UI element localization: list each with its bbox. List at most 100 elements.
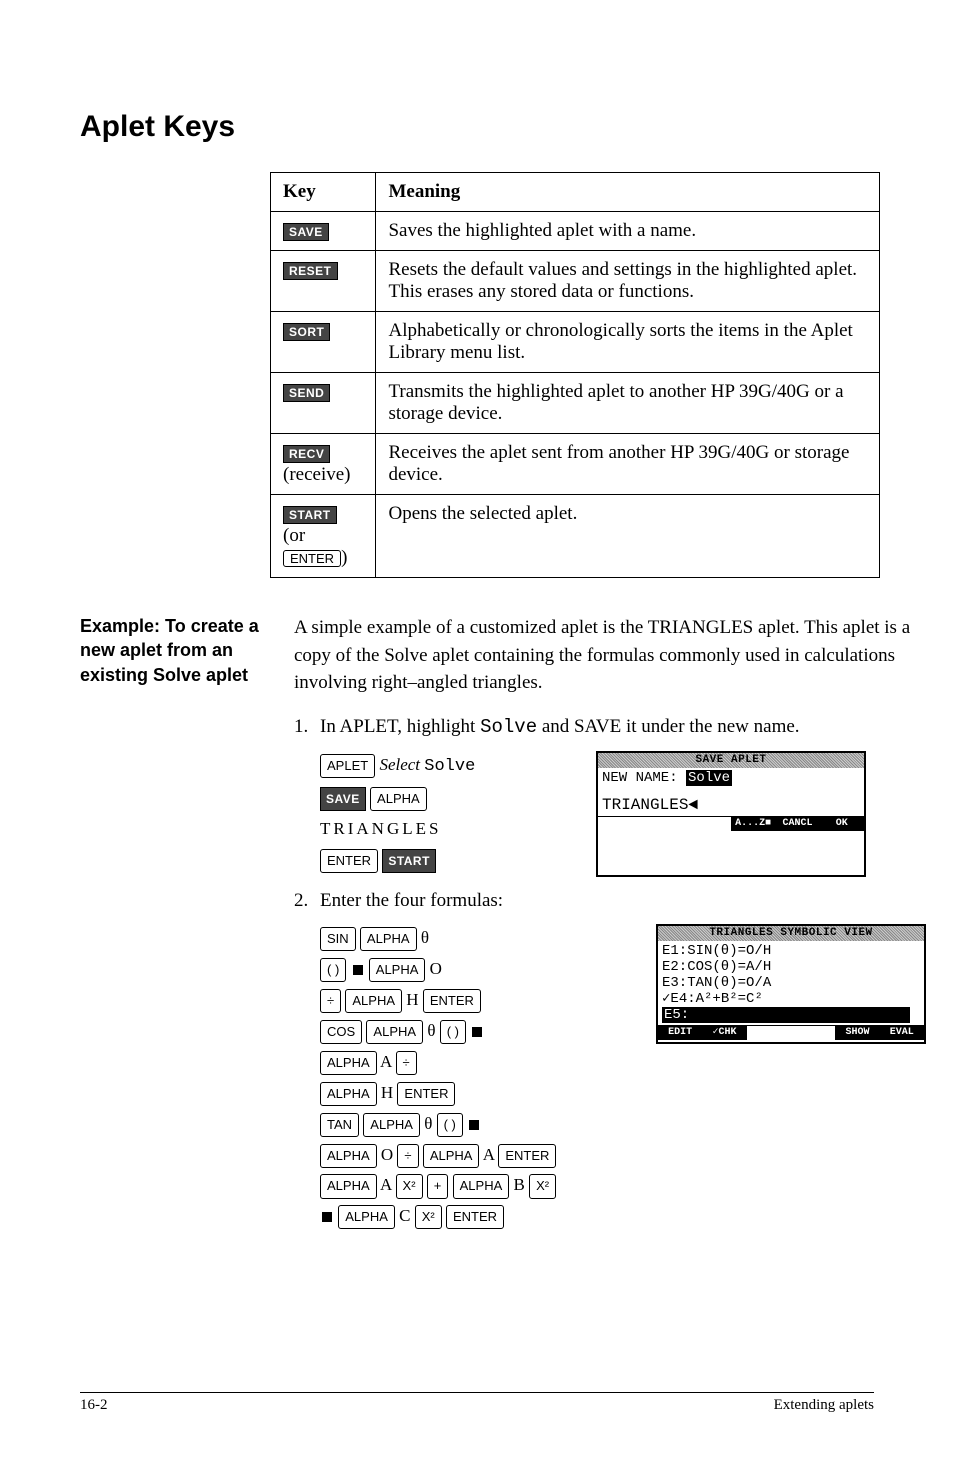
col-meaning: Meaning <box>376 173 880 212</box>
example-intro: A simple example of a customized aplet i… <box>294 614 926 697</box>
step1-mono: Solve <box>480 716 537 738</box>
lcd2-e5: E5: <box>662 1007 910 1023</box>
lcd1-newname-val: Solve <box>686 770 732 786</box>
step1-keys: APLET Select Solve SAVE ALPHA TRIANGLES … <box>320 751 580 877</box>
alpha-hardkey: ALPHA <box>363 1113 420 1137</box>
tan-hardkey: TAN <box>320 1113 359 1137</box>
A-char: A <box>380 1052 391 1071</box>
meaning-cell: Alphabetically or chronologically sorts … <box>376 312 880 373</box>
meaning-cell: Receives the aplet sent from another HP … <box>376 434 880 495</box>
col-key: Key <box>271 173 376 212</box>
footer-right: Extending aplets <box>774 1397 874 1414</box>
A-char: A <box>483 1145 494 1164</box>
table-row: RECV (receive) Receives the aplet sent f… <box>271 434 880 495</box>
select-label: Select <box>379 755 420 774</box>
div-hardkey: ÷ <box>397 1144 418 1168</box>
A-char: A <box>380 1175 391 1194</box>
start-extra-prefix: (or <box>283 525 305 546</box>
solve-mono: Solve <box>424 757 475 776</box>
step-num: 2. <box>294 887 320 1233</box>
x2-hardkey: X² <box>529 1174 556 1198</box>
theta-char: θ <box>421 928 429 947</box>
enter-hardkey: ENTER <box>498 1144 556 1168</box>
lcd2-title: TRIANGLES SYMBOLIC VIEW <box>658 926 924 941</box>
step2-keys: SIN ALPHA θ ( ) ALPHA O ÷ <box>320 924 640 1233</box>
lcd1-triangles-line: TRIANGLES◄ <box>602 796 860 814</box>
H-char: H <box>406 990 418 1009</box>
meaning-cell: Transmits the highlighted aplet to anoth… <box>376 373 880 434</box>
alpha-hardkey: ALPHA <box>320 1174 377 1198</box>
step-2: 2. Enter the four formulas: SIN ALPHA θ … <box>294 887 926 1233</box>
equals-icon <box>353 965 363 975</box>
alpha-hardkey: ALPHA <box>345 989 402 1013</box>
O-char: O <box>381 1145 393 1164</box>
enter-hardkey: ENTER <box>320 849 378 873</box>
B-char: B <box>514 1175 525 1194</box>
alpha-hardkey: ALPHA <box>320 1051 377 1075</box>
page-footer: 16-2 Extending aplets <box>80 1392 874 1414</box>
sort-softkey: SORT <box>283 323 330 341</box>
x2-hardkey: X² <box>396 1174 423 1198</box>
recv-extra: (receive) <box>283 464 351 485</box>
lcd1-title: SAVE APLET <box>598 753 864 768</box>
step1-text-a: In APLET, highlight <box>320 716 480 737</box>
x2-hardkey: X² <box>415 1205 442 1229</box>
start-softkey: START <box>382 849 436 873</box>
step2-text: Enter the four formulas: <box>320 887 926 915</box>
O-char: O <box>430 959 442 978</box>
lcd-screen-2: TRIANGLES SYMBOLIC VIEW E1:SIN(θ)=O/H E2… <box>656 924 926 1044</box>
start-softkey: START <box>283 506 337 524</box>
div-hardkey: ÷ <box>320 989 341 1013</box>
H-char: H <box>381 1083 393 1102</box>
C-char: C <box>399 1206 410 1225</box>
enter-hardkey: ENTER <box>446 1205 504 1229</box>
paren-hardkey: ( ) <box>320 958 346 982</box>
save-softkey: SAVE <box>320 787 366 811</box>
step-1: 1. In APLET, highlight Solve and SAVE it… <box>294 713 926 877</box>
div-hardkey: ÷ <box>396 1051 417 1075</box>
enter-hardkey: ENTER <box>397 1082 455 1106</box>
table-row: SEND Transmits the highlighted aplet to … <box>271 373 880 434</box>
recv-softkey: RECV <box>283 445 330 463</box>
lcd1-menu: A...Z■ CANCL OK <box>598 816 864 831</box>
lcd2-e1: E1:SIN(θ)=O/H <box>662 943 920 959</box>
aplet-keys-table: Key Meaning SAVE Saves the highlighted a… <box>270 172 880 578</box>
start-extra-suffix: ) <box>341 547 347 568</box>
step-num: 1. <box>294 713 320 877</box>
send-softkey: SEND <box>283 384 330 402</box>
alpha-hardkey: ALPHA <box>423 1144 480 1168</box>
lcd2-e3: E3:TAN(θ)=O/A <box>662 975 920 991</box>
lcd2-menu: EDIT ✓CHK SHOW EVAL <box>658 1025 924 1040</box>
lcd-screen-1: SAVE APLET NEW NAME: Solve TRIANGLES◄ <box>596 751 866 877</box>
example-heading: Example: To create a new aplet from an e… <box>80 614 270 687</box>
meaning-cell: Saves the highlighted aplet with a name. <box>376 212 880 251</box>
table-row: RESET Resets the default values and sett… <box>271 251 880 312</box>
aplet-hardkey: APLET <box>320 754 375 778</box>
step1-text-b: and SAVE it under the new name. <box>537 716 799 737</box>
enter-hardkey: ENTER <box>283 550 341 567</box>
theta-char: θ <box>427 1021 435 1040</box>
cos-hardkey: COS <box>320 1020 362 1044</box>
theta-char: θ <box>424 1114 432 1133</box>
page-title: Aplet Keys <box>80 110 874 144</box>
paren-hardkey: ( ) <box>440 1020 466 1044</box>
lcd1-newname-label: NEW NAME: <box>602 770 678 786</box>
alpha-hardkey: ALPHA <box>369 958 426 982</box>
table-row: START (or ENTER) Opens the selected aple… <box>271 495 880 578</box>
alpha-hardkey: ALPHA <box>370 787 427 811</box>
meaning-cell: Resets the default values and settings i… <box>376 251 880 312</box>
plus-hardkey: + <box>427 1174 449 1198</box>
equals-icon <box>472 1027 482 1037</box>
lcd2-e2: E2:COS(θ)=A/H <box>662 959 920 975</box>
enter-hardkey: ENTER <box>423 989 481 1013</box>
equals-icon <box>322 1212 332 1222</box>
paren-hardkey: ( ) <box>437 1113 463 1137</box>
triangles-typed: TRIANGLES <box>320 815 580 844</box>
alpha-hardkey: ALPHA <box>338 1205 395 1229</box>
table-row: SORT Alphabetically or chronologically s… <box>271 312 880 373</box>
sin-hardkey: SIN <box>320 927 356 951</box>
save-softkey: SAVE <box>283 223 329 241</box>
alpha-hardkey: ALPHA <box>320 1082 377 1106</box>
lcd2-e4: ✓E4:A²+B²=C² <box>662 991 920 1007</box>
alpha-hardkey: ALPHA <box>320 1144 377 1168</box>
